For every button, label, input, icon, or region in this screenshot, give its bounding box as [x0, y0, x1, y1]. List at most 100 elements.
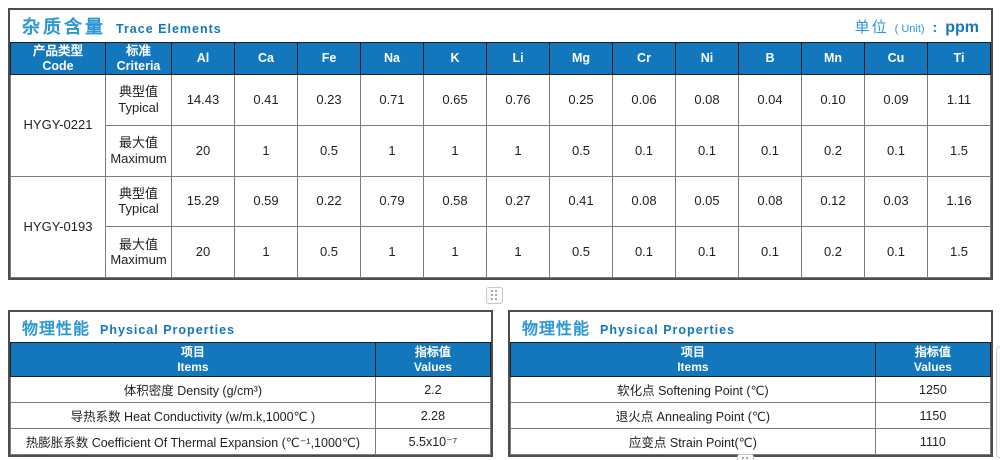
value-cell: 1250 — [874, 376, 992, 403]
physical-right-title-row: 物理性能 Physical Properties — [510, 312, 991, 342]
element-column-header: Cu — [864, 42, 928, 75]
value-cell: 0.04 — [738, 74, 802, 126]
value-cell: 0.2 — [801, 124, 865, 177]
value-cell: 0.1 — [612, 124, 676, 177]
value-cell: 0.59 — [234, 175, 298, 228]
title-zh: 杂质含量 — [22, 17, 106, 37]
row-label-en: Typical — [118, 201, 159, 217]
table-row: 热膨胀系数 Coefficient Of Thermal Expansion (… — [10, 428, 492, 455]
trace-elements-panel: 杂质含量 Trace Elements 单位 ( Unit) : ppm 产品类… — [8, 8, 993, 280]
value-cell: 0.58 — [423, 175, 487, 228]
column-header-values: 指标值 Values — [874, 342, 992, 377]
column-header-values-zh: 指标值 — [414, 345, 451, 360]
value-cell: 1 — [360, 124, 424, 177]
value-cell: 0.1 — [864, 124, 928, 177]
physical-properties-left-panel: 物理性能 Physical Properties 项目 Items 指标值 Va… — [8, 310, 493, 457]
row-label-zh: 最大值 — [118, 135, 158, 151]
value-cell: 0.06 — [612, 74, 676, 126]
column-header-values: 指标值 Values — [374, 342, 492, 377]
physical-header-row: 项目 Items 指标值 Values — [10, 342, 492, 377]
table-row: 最大值 Maximum 20 1 0.5 1 1 1 0.5 0.1 0.1 0… — [11, 124, 991, 177]
value-cell: 0.09 — [864, 74, 928, 126]
value-cell: 0.79 — [360, 175, 424, 228]
column-header-criteria-en: Criteria — [116, 58, 161, 73]
trace-elements-title: 杂质含量 Trace Elements — [22, 13, 222, 39]
value-cell: 0.27 — [486, 175, 550, 228]
row-label-en: Maximum — [110, 150, 167, 166]
item-cell: 应变点 Strain Point(℃) — [510, 428, 876, 455]
unit-paren: ( Unit) — [894, 22, 925, 35]
element-column-header: B — [738, 42, 802, 75]
value-cell: 0.5 — [297, 226, 361, 278]
column-header-values-en: Values — [413, 359, 452, 374]
drag-handle-icon[interactable] — [486, 287, 503, 304]
value-cell: 1 — [486, 124, 550, 177]
column-header-items: 项目 Items — [10, 342, 376, 377]
row-label-zh: 典型值 — [118, 185, 158, 201]
element-column-header: Ca — [234, 42, 298, 75]
value-cell: 1150 — [874, 402, 992, 429]
value-cell: 14.43 — [171, 74, 235, 126]
element-column-header: Cr — [612, 42, 676, 75]
value-cell: 1110 — [874, 428, 992, 455]
value-cell: 0.41 — [234, 74, 298, 126]
physical-header-row: 项目 Items 指标值 Values — [510, 342, 992, 377]
value-cell: 1 — [423, 226, 487, 278]
column-header-values-zh: 指标值 — [914, 345, 951, 360]
physical-right-table: 项目 Items 指标值 Values 软化点 Softening Point … — [510, 342, 992, 455]
element-column-header: Li — [486, 42, 550, 75]
value-cell: 2.28 — [374, 402, 492, 429]
unit-label: 单位 ( Unit) : ppm — [855, 16, 979, 37]
value-cell: 0.71 — [360, 74, 424, 126]
table-row: 软化点 Softening Point (℃) 1250 — [510, 376, 992, 403]
column-header-items-en: Items — [677, 359, 709, 374]
row-label-cell: 典型值 Typical — [105, 175, 172, 228]
value-cell: 0.41 — [549, 175, 613, 228]
value-cell: 0.1 — [738, 226, 802, 278]
value-cell: 0.1 — [864, 226, 928, 278]
item-cell: 软化点 Softening Point (℃) — [510, 376, 876, 403]
value-cell: 1.16 — [927, 175, 991, 228]
value-cell: 0.12 — [801, 175, 865, 228]
table-row: 导热系数 Heat Conductivity (w/m.k,1000℃ ) 2.… — [10, 402, 492, 429]
row-label-cell: 最大值 Maximum — [105, 124, 172, 177]
trace-header-row: 产品类型 Code 标准 Criteria Al Ca Fe Na K Li M… — [10, 42, 991, 75]
row-label-en: Maximum — [110, 252, 167, 268]
column-header-code-en: Code — [42, 58, 74, 73]
column-header-code-zh: 产品类型 — [32, 43, 83, 58]
drag-handle-icon[interactable] — [737, 454, 754, 460]
element-column-header: Mg — [549, 42, 613, 75]
trace-elements-table: 产品类型 Code 标准 Criteria Al Ca Fe Na K Li M… — [10, 42, 991, 278]
product-code-cell: HYGY-0193 — [10, 175, 106, 278]
value-cell: 0.1 — [675, 124, 739, 177]
value-cell: 1 — [360, 226, 424, 278]
column-header-criteria: 标准 Criteria — [105, 42, 172, 75]
value-cell: 0.25 — [549, 74, 613, 126]
value-cell: 1.11 — [927, 74, 991, 126]
table-row: 退火点 Annealing Point (℃) 1150 — [510, 402, 992, 429]
row-label-en: Typical — [118, 99, 159, 115]
value-cell: 20 — [171, 226, 235, 278]
item-cell: 体积密度 Density (g/cm³) — [10, 376, 376, 403]
physical-right-title: 物理性能 Physical Properties — [522, 315, 735, 339]
value-cell: 0.1 — [675, 226, 739, 278]
row-label-zh: 最大值 — [118, 236, 158, 252]
title-zh: 物理性能 — [522, 321, 591, 338]
title-en: Trace Elements — [116, 22, 222, 36]
table-row: 应变点 Strain Point(℃) 1110 — [510, 428, 992, 455]
element-column-header: Mn — [801, 42, 865, 75]
product-code-cell: HYGY-0221 — [10, 74, 106, 177]
row-label-zh: 典型值 — [118, 84, 158, 100]
element-column-header: Na — [360, 42, 424, 75]
physical-left-title-row: 物理性能 Physical Properties — [10, 312, 491, 342]
title-en: Physical Properties — [600, 323, 736, 337]
value-cell: 1.5 — [927, 226, 991, 278]
item-cell: 退火点 Annealing Point (℃) — [510, 402, 876, 429]
value-cell: 15.29 — [171, 175, 235, 228]
column-header-items-en: Items — [177, 359, 209, 374]
value-cell: 0.1 — [738, 124, 802, 177]
item-cell: 导热系数 Heat Conductivity (w/m.k,1000℃ ) — [10, 402, 376, 429]
value-cell: 0.08 — [612, 175, 676, 228]
column-header-items: 项目 Items — [510, 342, 876, 377]
